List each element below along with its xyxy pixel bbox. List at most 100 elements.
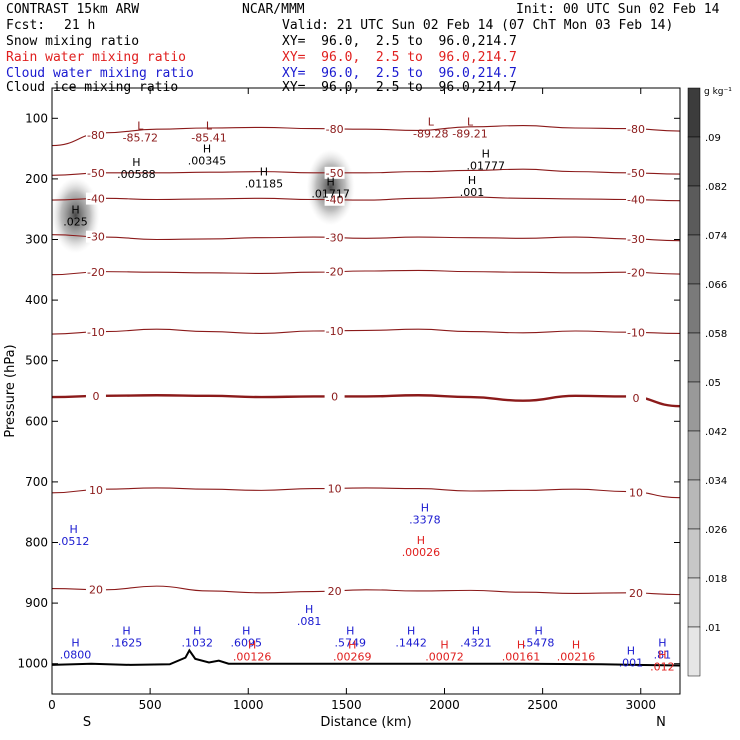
contour-label-bg (324, 324, 345, 337)
extremum-value: .00345 (188, 155, 227, 168)
temperature-contour (52, 394, 680, 408)
colorbar-tick-label: .018 (705, 574, 727, 585)
colorbar-tick-label: .05 (705, 378, 721, 389)
colorbar-tick-label: .058 (705, 329, 727, 340)
field-xy-cloud-water: XY= 96.0, 2.5 to 96.0,214.7 (282, 66, 517, 81)
extremum-value: .00026 (402, 546, 441, 559)
extremum-marker: H (242, 624, 250, 637)
extremum-value: .00588 (117, 168, 156, 181)
x-tick-label: 500 (139, 698, 162, 712)
colorbar-tick-label: .066 (705, 280, 727, 291)
field-name-snow: Snow mixing ratio (6, 34, 140, 49)
extremum-marker: H (482, 148, 490, 161)
contour-label: -50 (627, 167, 645, 180)
contour-label-bg (626, 233, 647, 246)
contour-label: -30 (627, 233, 645, 246)
contour-label: -10 (326, 325, 344, 338)
extremum-marker: H (346, 624, 354, 637)
center-title: NCAR/MMM (242, 2, 305, 17)
colorbar-segment (687, 479, 701, 530)
contour-label-bg (626, 486, 647, 499)
colorbar-tick-label: .082 (705, 182, 727, 193)
contour-label: 20 (328, 585, 342, 598)
contour-label: 10 (629, 487, 643, 500)
colorbar-segment (687, 430, 701, 481)
extremum-value: .00072 (425, 650, 464, 663)
contour-label: 10 (89, 484, 103, 497)
contour-label: -10 (87, 326, 105, 339)
extremum-marker: H (472, 624, 480, 637)
contour-label: -30 (326, 232, 344, 245)
extremum-value: -85.41 (191, 132, 226, 145)
contour-label: -50 (87, 167, 105, 180)
x-tick-label: 1000 (233, 698, 264, 712)
x-end-label-south: S (83, 715, 91, 730)
contour-label-bg (85, 390, 106, 403)
extremum-marker: H (132, 156, 140, 169)
contour-label-bg (85, 167, 106, 180)
extremum-marker: H (203, 143, 211, 156)
contour-label: -80 (627, 123, 645, 136)
extremum-value: .025 (63, 215, 88, 228)
extremum-marker: H (627, 644, 635, 657)
temperature-contour (52, 196, 680, 202)
extremum-value: -85.72 (123, 132, 158, 145)
contour-label-bg (626, 167, 647, 180)
contour-label-bg (626, 193, 647, 206)
extremum-value: .012 (650, 661, 675, 674)
contour-label: -50 (326, 167, 344, 180)
contour-label-bg (324, 482, 345, 495)
colorbar-tick-label: .026 (705, 525, 727, 536)
contour-label-bg (626, 266, 647, 279)
extremum-marker: H (327, 175, 335, 188)
colorbar-unit: g kg⁻¹ (704, 87, 732, 97)
colorbar-segment (687, 528, 701, 579)
y-tick-label: 900 (25, 596, 48, 610)
extremum-marker: H (440, 638, 448, 651)
extremum-marker: L (428, 115, 435, 128)
extremum-marker: L (467, 115, 474, 128)
extremum-marker: H (71, 637, 79, 650)
extremum-value: -89.21 (452, 127, 487, 140)
extremum-marker: H (517, 638, 525, 651)
contour-label-bg (324, 122, 345, 135)
contour-label: 0 (633, 392, 640, 405)
extremum-marker: H (122, 624, 130, 637)
x-tick-label: 2500 (527, 698, 558, 712)
init-time: Init: 00 UTC Sun 02 Feb 14 (516, 2, 720, 17)
y-tick-label: 1000 (17, 657, 48, 671)
plot-frame (51, 87, 681, 695)
contour-label: -40 (326, 194, 344, 207)
colorbar-segment (687, 185, 701, 236)
extremum-value: .4321 (460, 636, 492, 649)
y-tick-label: 300 (25, 233, 48, 247)
extremum-value: .81 (654, 649, 672, 662)
temperature-contour (52, 585, 680, 596)
contour-label-bg (324, 390, 345, 403)
extremum-marker: H (572, 638, 580, 651)
colorbar-tick-label: .09 (705, 133, 721, 144)
contour-label-bg (324, 231, 345, 244)
extremum-value: .01185 (245, 178, 284, 191)
extremum-marker: H (71, 203, 79, 216)
y-tick-label: 100 (25, 111, 48, 125)
extremum-value: .0512 (58, 535, 90, 548)
field-xy-snow: XY= 96.0, 2.5 to 96.0,214.7 (282, 34, 517, 49)
contour-label: 0 (331, 390, 338, 403)
contour-label: 20 (89, 584, 103, 597)
extremum-value: -89.28 (413, 127, 448, 140)
colorbar-segment (687, 87, 701, 138)
contour-label-bg (85, 128, 106, 141)
y-tick-label: 200 (25, 172, 48, 186)
contour-label: -30 (87, 231, 105, 244)
extremum-value: .00216 (557, 650, 596, 663)
temperature-contour (52, 125, 680, 147)
x-tick-label: 3000 (625, 698, 656, 712)
y-axis-label: Pressure (hPa) (3, 344, 18, 437)
x-tick-label: 2000 (429, 698, 460, 712)
extremum-marker: H (69, 523, 77, 536)
contour-label: -80 (87, 129, 105, 142)
extremum-marker: H (468, 174, 476, 187)
extremum-marker: H (305, 603, 313, 616)
